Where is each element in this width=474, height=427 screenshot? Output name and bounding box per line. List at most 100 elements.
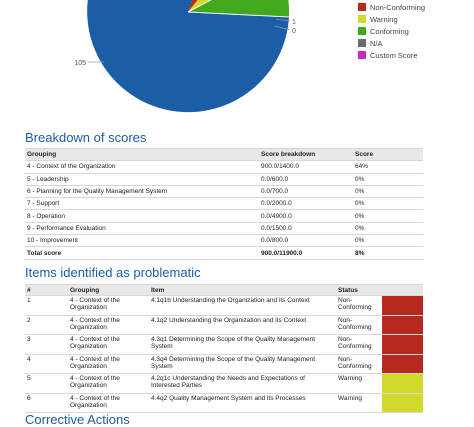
table-cell: 5 - Leadership [25, 173, 259, 186]
legend-swatch [358, 39, 366, 47]
table-cell: 0.0/800.0 [259, 234, 353, 248]
header-cell [382, 284, 423, 296]
table-row: 8 - Operation 0.0/4900.0 0% [25, 209, 423, 223]
table-cell: 4 - Context of the Organization [68, 295, 149, 316]
header-row: Grouping Score breakdown Score [25, 147, 423, 162]
table-cell: 4.3q4 Determining the Scope of the Quali… [149, 354, 336, 374]
status-swatch [382, 373, 423, 394]
table-cell: 0.0/700.0 [259, 185, 353, 199]
legend-label: Warning [370, 15, 398, 24]
section-title: Breakdown of scores [25, 130, 147, 145]
table-cell: 10 - Improvement [25, 234, 259, 248]
table-cell: 64% [353, 160, 423, 174]
header-cell: Grouping [68, 284, 149, 296]
table-cell: 4 - Context of the Organization [25, 160, 259, 174]
table-row: 6 - Planning for the Quality Management … [25, 185, 423, 199]
slice-border [187, 11, 290, 18]
status-swatch [382, 354, 423, 374]
table-cell: 4.1q1b Understanding the Organization an… [149, 295, 336, 316]
slice-border [187, 0, 212, 13]
legend-swatch [358, 3, 366, 11]
table-cell: 6 - Planning for the Quality Management … [25, 185, 259, 199]
table-cell: 8 - Operation [25, 209, 259, 223]
status-swatch [382, 334, 423, 355]
table-cell: 0% [353, 173, 423, 186]
legend-label: Conforming [370, 27, 409, 36]
table-row: 10 - Improvement 0.0/800.0 0% [25, 234, 423, 248]
legend: Non-Conforming Warning Conforming N/A Custom… [358, 3, 425, 60]
table-cell: 5 [25, 373, 68, 394]
pie-chart: 1 0 105 Non-ConformingWarningConformingN… [74, 0, 425, 113]
pie-label: 0 [292, 28, 296, 35]
legend-swatch [358, 15, 366, 23]
legend-swatch [358, 51, 366, 59]
table-cell: 0.0/1500.0 [259, 222, 353, 236]
table-cell: Warning [336, 373, 382, 394]
table-cell: 4 [25, 354, 68, 374]
legend-label: Custom Score [370, 51, 418, 60]
table-row: 9 - Performance Evaluation 0.0/1500.0 0% [25, 222, 423, 236]
table-cell: Warning [336, 393, 382, 413]
table-cell: 4 - Context of the Organization [68, 354, 149, 374]
table-cell: 4 - Context of the Organization [68, 334, 149, 355]
header-cell: Grouping [25, 147, 259, 162]
status-swatch [382, 393, 423, 413]
header-cell: # [25, 284, 68, 296]
pie-label: 105 [74, 60, 86, 67]
table-cell: 9 - Performance Evaluation [25, 222, 259, 236]
table-cell: 4.1q2 Understanding the Organization and… [149, 315, 336, 335]
header-cell: Item [149, 284, 336, 296]
table-cell: 4 - Context of the Organization [68, 393, 149, 413]
table-cell: 4.4q2 Quality Management System and its … [149, 393, 336, 413]
table-cell: 4 - Context of the Organization [68, 315, 149, 335]
table-row: 4 - Context of the Organization 900.0/140… [25, 160, 423, 174]
status-swatch [382, 295, 423, 316]
table-cell: 4 - Context of the Organization [68, 373, 149, 394]
status-swatch [382, 315, 423, 335]
table-cell: Non-Conforming [336, 315, 382, 335]
table-cell: 0.0/4900.0 [259, 209, 353, 223]
section-title: Items identified as problematic [25, 265, 201, 280]
table-cell: 3 [25, 334, 68, 355]
table-cell: 1 [25, 295, 68, 316]
pie-slice [87, 0, 289, 113]
table-cell: 0.0/2000.0 [259, 197, 353, 211]
header-cell: Score [353, 147, 423, 162]
header-row: # Grouping Item Status [25, 284, 423, 296]
table-row: 5 - Leadership 0.0/600.0 0% [25, 173, 423, 186]
table-cell: 8% [353, 246, 423, 260]
total-row: Total score 900.0/11900.0 8% [25, 246, 423, 260]
table-cell: 0.0/600.0 [259, 173, 353, 186]
table-cell: 4.3q1 Determining the Scope of the Quali… [149, 334, 336, 355]
score-table: Grouping Score breakdown Score 4 - Context … [25, 147, 423, 260]
table-cell: 900.0/1400.0 [259, 160, 353, 174]
legend-swatch [358, 27, 366, 35]
table-cell: 900.0/11900.0 [259, 246, 353, 260]
table-cell: Total score [25, 246, 259, 260]
header-cell: Status [336, 284, 382, 296]
header-cell: Score breakdown [259, 147, 353, 162]
table-cell: 0% [353, 197, 423, 211]
table-cell: Non-Conforming [336, 295, 382, 316]
problem-table: # Grouping Item Status 1 4 - Context of the O… [25, 284, 423, 413]
pie [87, 0, 290, 113]
label-line [275, 18, 291, 22]
table-cell: 7 - Support [25, 197, 259, 211]
table-cell: 0% [353, 209, 423, 223]
section-title: Corrective Actions [25, 412, 130, 427]
table-cell: Non-Conforming [336, 334, 382, 355]
table-row: 7 - Support 0.0/2000.0 0% [25, 197, 423, 211]
table-cell: 4.2q1c Understanding the Needs and Expec… [149, 373, 336, 394]
pie-slice [188, 0, 198, 12]
table-cell: Non-Conforming [336, 354, 382, 374]
pie-label: 1 [292, 19, 296, 26]
table-cell: 6 [25, 393, 68, 413]
table-cell: 0% [353, 234, 423, 248]
